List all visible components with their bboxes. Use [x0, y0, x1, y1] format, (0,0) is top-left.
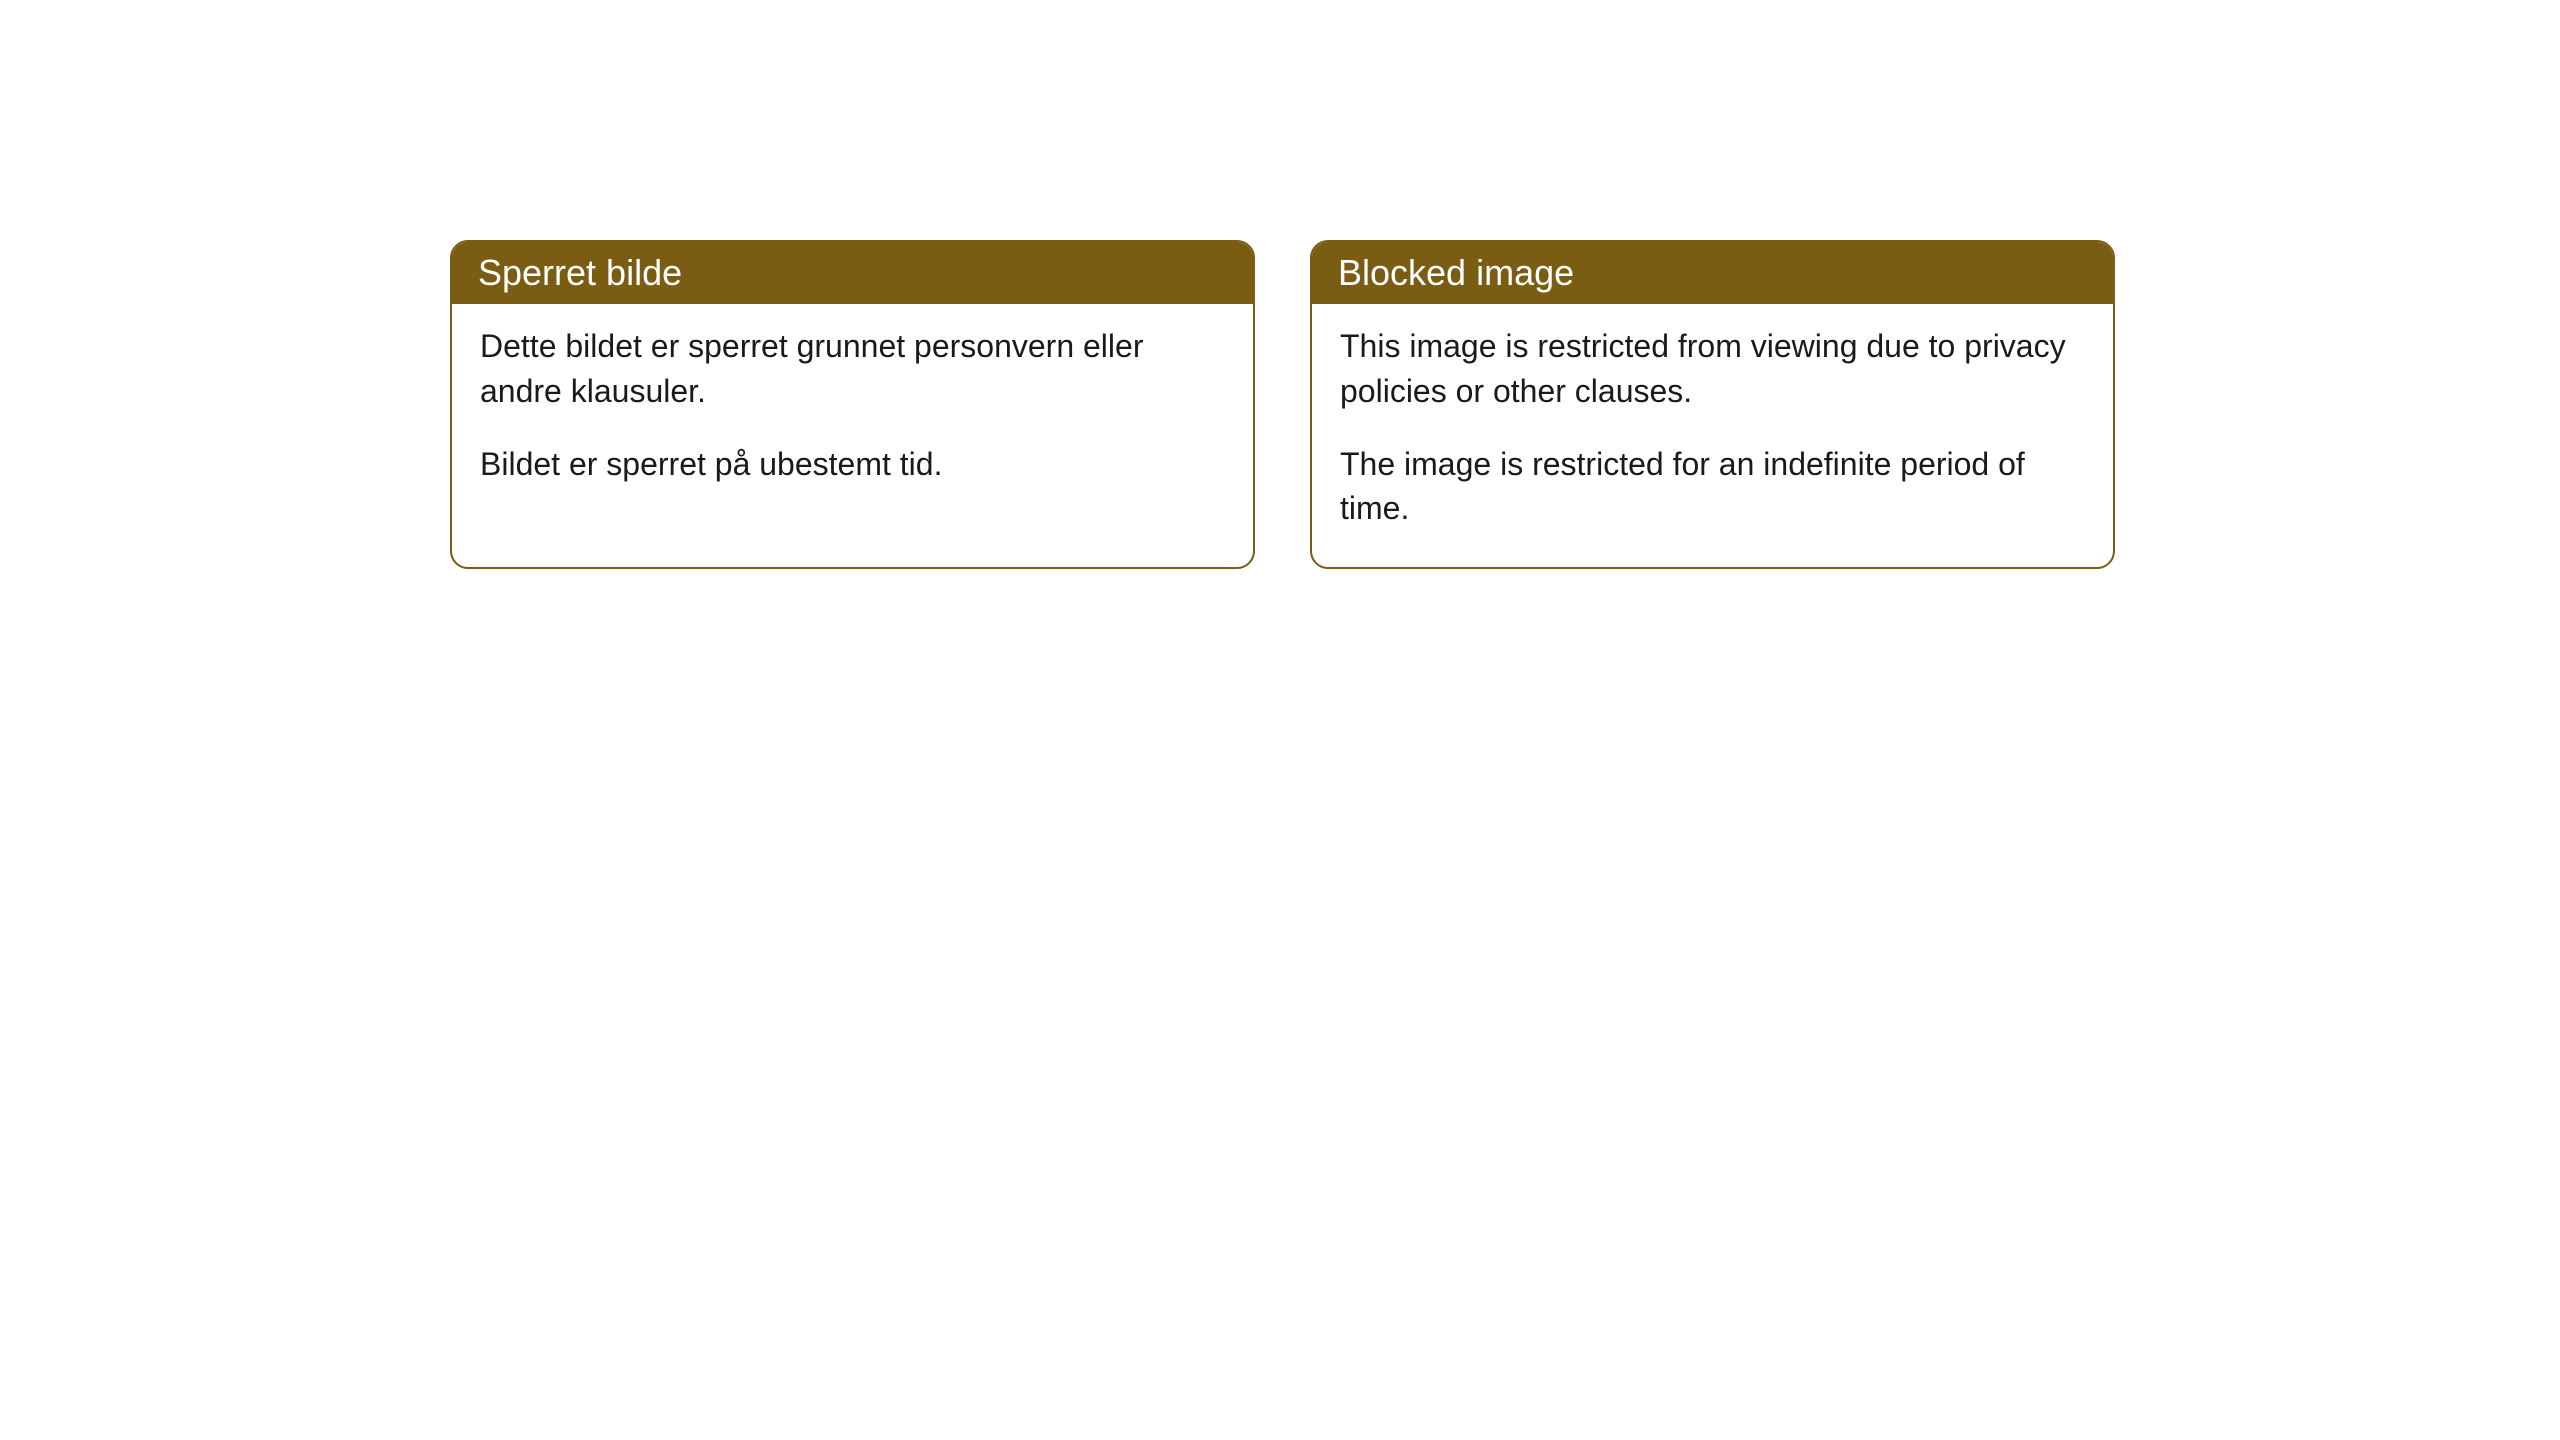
card-header-english: Blocked image — [1312, 242, 2113, 304]
card-body-norwegian: Dette bildet er sperret grunnet personve… — [452, 304, 1253, 522]
cards-container: Sperret bilde Dette bildet er sperret gr… — [450, 240, 2115, 569]
card-paragraph-1-norwegian: Dette bildet er sperret grunnet personve… — [480, 324, 1225, 414]
blocked-image-card-norwegian: Sperret bilde Dette bildet er sperret gr… — [450, 240, 1255, 569]
card-paragraph-2-english: The image is restricted for an indefinit… — [1340, 442, 2085, 532]
blocked-image-card-english: Blocked image This image is restricted f… — [1310, 240, 2115, 569]
card-body-english: This image is restricted from viewing du… — [1312, 304, 2113, 567]
card-paragraph-2-norwegian: Bildet er sperret på ubestemt tid. — [480, 442, 1225, 487]
card-paragraph-1-english: This image is restricted from viewing du… — [1340, 324, 2085, 414]
card-header-norwegian: Sperret bilde — [452, 242, 1253, 304]
